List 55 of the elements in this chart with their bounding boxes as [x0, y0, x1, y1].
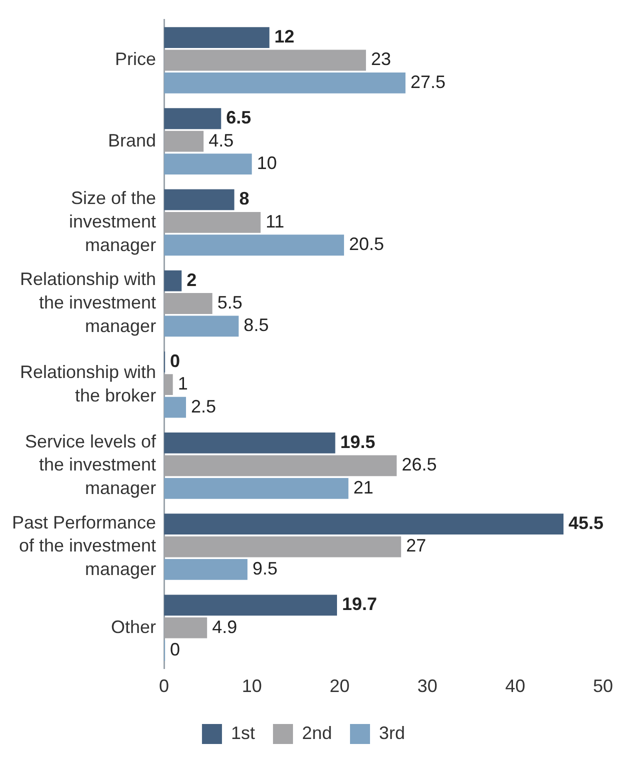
bar — [164, 27, 270, 48]
y-tick-label: Relationship with the broker — [20, 362, 156, 406]
bar — [164, 559, 248, 580]
bar — [164, 396, 186, 418]
x-tick-label: 30 — [417, 676, 438, 696]
bar — [164, 154, 252, 174]
data-label: 1 — [178, 374, 188, 394]
data-label: 19.5 — [340, 432, 376, 452]
data-label: 10 — [256, 153, 277, 174]
data-label: 23 — [370, 49, 392, 70]
y-tick-label: Past Performance of the investment manager — [12, 512, 156, 580]
data-label: 19.7 — [342, 594, 378, 614]
y-tick-label: Brand — [108, 130, 156, 150]
y-tick-label: Size of the investment manager — [69, 188, 156, 255]
y-tick-label: Other — [111, 616, 156, 637]
bar — [164, 594, 338, 616]
y-tick-label: Price — [115, 49, 156, 70]
x-tick-label: 20 — [330, 676, 350, 696]
legend-label: 2nd — [302, 722, 332, 743]
data-label: 45.5 — [568, 513, 604, 534]
x-tick-label: 50 — [592, 676, 614, 696]
legend-label: 3rd — [379, 722, 406, 743]
x-tick-label: 0 — [159, 676, 170, 696]
x-tick-label: 40 — [505, 676, 526, 696]
x-tick-label: 10 — [242, 676, 262, 696]
data-label: 5.5 — [217, 292, 242, 312]
bar — [164, 478, 348, 499]
data-label: 8 — [239, 188, 250, 209]
bar — [164, 432, 336, 454]
bar — [164, 234, 344, 256]
data-label: 20.5 — [349, 234, 384, 254]
data-label: 8.5 — [244, 315, 269, 336]
bar — [164, 514, 564, 535]
bar — [164, 108, 222, 130]
bar — [164, 72, 406, 94]
data-label: 27 — [406, 536, 426, 556]
data-label: 0 — [170, 640, 180, 660]
data-label: 21 — [353, 477, 374, 498]
bar — [164, 316, 239, 337]
data-label: 2 — [186, 270, 197, 290]
data-label: 12 — [274, 26, 294, 47]
legend-label: 1st — [230, 722, 255, 743]
data-label: 0 — [170, 350, 180, 371]
y-tick-label: Service levels of the investment manager — [25, 431, 158, 498]
data-label: 11 — [266, 211, 284, 232]
y-tick-label: Relationship with the investment manager — [20, 269, 156, 336]
bar — [164, 189, 234, 210]
data-label: 2.5 — [191, 396, 216, 416]
data-label: 26.5 — [402, 454, 437, 475]
data-label: 4.9 — [212, 616, 238, 637]
data-label: 4.5 — [208, 130, 234, 150]
data-label: 27.5 — [410, 72, 446, 92]
data-label: 6.5 — [226, 108, 252, 128]
data-label: 9.5 — [252, 558, 278, 578]
bar — [164, 270, 182, 292]
